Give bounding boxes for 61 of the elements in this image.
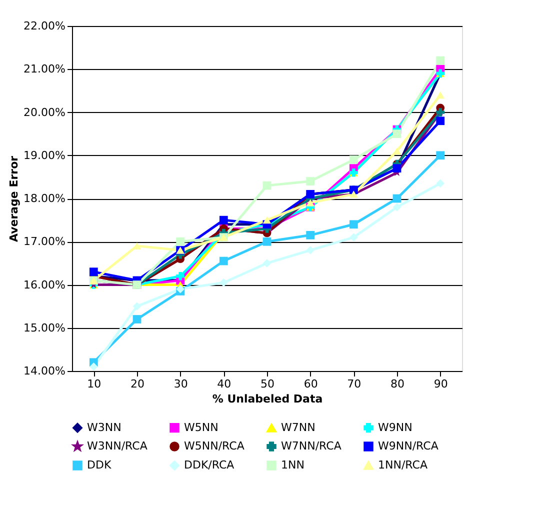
point	[392, 202, 402, 212]
y-tick-label: 15.00%	[24, 321, 66, 334]
x-axis-title: % Unlabeled Data	[212, 392, 323, 406]
y-tick-label: 17.00%	[24, 235, 66, 248]
point	[132, 302, 142, 310]
point	[219, 256, 228, 266]
point	[436, 91, 445, 99]
point	[349, 220, 358, 229]
y-tick-label: 19.00%	[24, 148, 66, 162]
point	[219, 216, 228, 224]
point	[349, 156, 358, 164]
point	[176, 237, 185, 246]
point	[436, 116, 445, 126]
legend-label: W9NN/RCA	[378, 440, 439, 452]
y-axis-title: Average Error	[8, 155, 21, 242]
legend-label: W5NN/RCA	[184, 440, 245, 452]
x-tick-label: 90	[434, 378, 448, 390]
legend-label: W7NN/RCA	[281, 440, 342, 452]
point	[262, 259, 272, 268]
x-tick-label: 70	[347, 378, 362, 390]
x-tick-label: 60	[304, 378, 318, 390]
x-tick-label: 30	[174, 378, 188, 390]
x-tick-label: 40	[217, 378, 232, 390]
point	[306, 230, 315, 240]
legend-label: W7NN	[281, 421, 316, 434]
point	[262, 237, 272, 246]
point	[436, 151, 445, 160]
legend-label: 1NN/RCA	[378, 458, 428, 472]
point	[349, 233, 358, 242]
legend-label: DDK	[87, 458, 112, 472]
y-tick-label: 16.00%	[24, 278, 66, 292]
point	[176, 284, 185, 294]
y-tick-label: 18.00%	[24, 192, 66, 205]
point	[306, 246, 315, 254]
y-tick-label: 22.00%	[24, 20, 66, 32]
legend-label: W5NN	[184, 420, 218, 434]
point	[436, 179, 445, 188]
point	[306, 177, 315, 186]
point	[89, 268, 98, 276]
point	[176, 272, 185, 280]
point	[262, 181, 272, 190]
x-tick-label: 50	[260, 378, 274, 390]
point	[132, 315, 142, 324]
point	[392, 130, 402, 138]
legend-label: 1NN	[281, 458, 304, 472]
point	[89, 362, 98, 371]
y-tick-label: 14.00%	[24, 364, 66, 378]
legend-label: DDK/RCA	[184, 458, 235, 472]
point	[392, 194, 402, 203]
x-tick-label: 10	[87, 378, 102, 390]
point	[262, 216, 272, 224]
legend-label: W3NN/RCA	[87, 440, 148, 452]
x-tick-label: 20	[130, 378, 144, 390]
legend-label: W9NN	[378, 420, 412, 434]
legend-label: W3NN	[87, 420, 122, 434]
point	[306, 199, 315, 206]
point	[219, 278, 228, 287]
y-tick-label: 21.00%	[24, 62, 66, 76]
x-tick-label: 80	[390, 378, 404, 390]
y-tick-label: 20.00%	[24, 106, 66, 119]
point	[436, 56, 445, 65]
